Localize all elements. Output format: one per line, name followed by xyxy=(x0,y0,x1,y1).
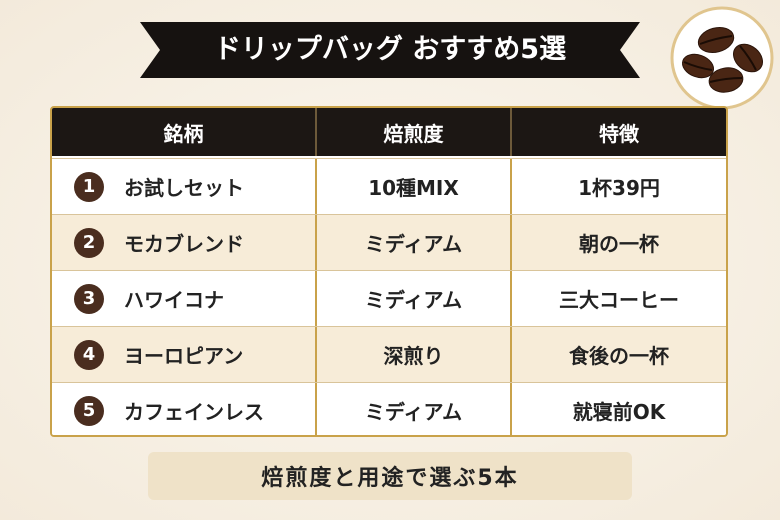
name: カフェインレス xyxy=(124,400,264,424)
name: ハワイコナ xyxy=(124,288,224,312)
title-banner xyxy=(140,22,640,78)
name: お試しセット xyxy=(124,176,244,200)
roast-cell: ミディアム xyxy=(317,383,512,435)
rank-badge: 5 xyxy=(74,395,104,426)
table: 銘柄 焙煎度 特徴 1 お試しセット 10種MIX 1杯39円 2 モカブレンド ミディアム 朝の一… xyxy=(50,106,728,437)
feature-cell: 食後の一杯 xyxy=(569,344,669,368)
roast-cell: ミディアム xyxy=(317,215,512,270)
roast-cell: 深煎り xyxy=(317,327,512,382)
name-cell: 5 カフェインレス xyxy=(52,383,317,435)
header-row: 銘柄 焙煎度 特徴 xyxy=(52,108,726,156)
name: モカブレンド xyxy=(124,232,244,256)
table-row: 5 カフェインレス ミディアム 就寝前OK xyxy=(52,382,726,435)
table-row: 4 ヨーロピアン 深煎り 食後の一杯 xyxy=(52,326,726,382)
rank-badge: 1 xyxy=(74,171,104,202)
footer-caption: 焙煎度と用途で選ぶ5本 xyxy=(148,452,632,500)
table-row: 2 モカブレンド ミディアム 朝の一杯 xyxy=(52,214,726,270)
roast-cell: 10種MIX xyxy=(317,159,512,214)
table-row: 1 お試しセット 10種MIX 1杯39円 xyxy=(52,158,726,214)
rank-badge: 2 xyxy=(74,227,104,258)
name-cell: 3 ハワイコナ xyxy=(52,271,317,326)
feature-cell: 朝の一杯 xyxy=(579,232,659,256)
rank-badge: 4 xyxy=(74,339,104,370)
column-header: 銘柄 xyxy=(52,108,317,156)
name-cell: 4 ヨーロピアン xyxy=(52,327,317,382)
name-cell: 1 お試しセット xyxy=(52,159,317,214)
feature-cell: 1杯39円 xyxy=(578,176,660,200)
table-row: 3 ハワイコナ ミディアム 三大コーヒー xyxy=(52,270,726,326)
column-header: 特徴 xyxy=(599,121,639,146)
title: ドリップバッグ おすすめ5選 xyxy=(213,34,567,65)
feature-cell: 就寝前OK xyxy=(572,400,666,424)
column-header: 焙煎度 xyxy=(317,108,512,156)
name: ヨーロピアン xyxy=(124,344,244,368)
rank-badge: 3 xyxy=(74,283,104,314)
feature-cell: 三大コーヒー xyxy=(559,288,679,312)
roast-cell: ミディアム xyxy=(317,271,512,326)
coffee-beans-image xyxy=(670,6,774,110)
name-cell: 2 モカブレンド xyxy=(52,215,317,270)
